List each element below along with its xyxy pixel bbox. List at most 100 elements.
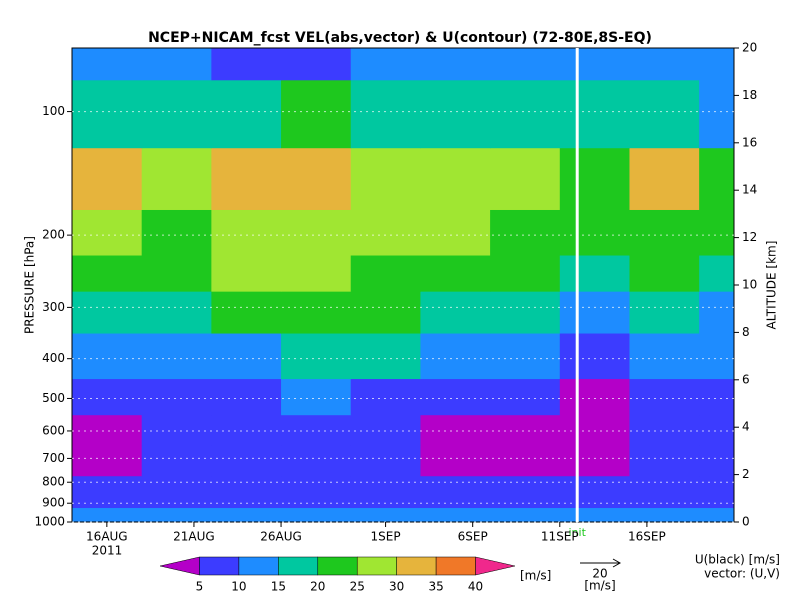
heatmap-cell	[141, 444, 212, 477]
colorbar-label: 40	[468, 580, 483, 594]
heatmap-cell	[629, 48, 700, 81]
heatmap-cell	[141, 48, 212, 81]
x-tick-label: 26AUG	[260, 530, 302, 544]
heatmap-cell	[559, 255, 630, 292]
colorbar-unit: [m/s]	[520, 569, 551, 583]
y-tick-label: 400	[42, 351, 65, 365]
y2-tick-label: 2	[742, 467, 750, 481]
heatmap-cell	[141, 147, 212, 210]
heatmap-cell	[72, 79, 143, 149]
heatmap-cell	[211, 475, 282, 509]
heatmap-cell	[629, 79, 700, 149]
heatmap-cell	[211, 414, 282, 446]
heatmap-cell	[490, 291, 561, 334]
legend-text: vector: (U,V)	[704, 567, 780, 581]
heatmap-cell	[72, 255, 143, 292]
y-axis-label: PRESSURE [hPa]	[23, 236, 37, 334]
heatmap-cell	[559, 147, 630, 210]
heatmap-cell	[559, 333, 630, 380]
heatmap-cell	[420, 378, 491, 416]
heatmap-cell	[490, 147, 561, 210]
y2-tick-label: 10	[742, 278, 757, 292]
colorbar-segment	[356, 556, 397, 576]
heatmap	[72, 48, 735, 523]
heatmap-cell	[420, 414, 491, 446]
heatmap-cell	[72, 444, 143, 477]
heatmap-cell	[699, 79, 735, 149]
heatmap-cell	[211, 507, 282, 523]
heatmap-cell	[141, 209, 212, 256]
colorbar-label: 15	[271, 580, 286, 594]
colorbar-segment	[317, 556, 358, 576]
y-tick-label: 700	[42, 451, 65, 465]
y-tick-label: 800	[42, 475, 65, 489]
heatmap-cell	[699, 414, 735, 446]
heatmap-cell	[350, 414, 421, 446]
heatmap-cell	[629, 209, 700, 256]
heatmap-cell	[490, 475, 561, 509]
heatmap-cell	[281, 255, 352, 292]
heatmap-cell	[629, 147, 700, 210]
heatmap-cell	[699, 378, 735, 416]
y-tick-label: 300	[42, 300, 65, 314]
heatmap-cell	[559, 48, 630, 81]
colorbar-label: 5	[196, 580, 204, 594]
heatmap-cell	[141, 255, 212, 292]
heatmap-cell	[72, 475, 143, 509]
heatmap-cell	[699, 48, 735, 81]
heatmap-cell	[559, 507, 630, 523]
heatmap-cell	[559, 444, 630, 477]
heatmap-cell	[350, 507, 421, 523]
heatmap-cell	[559, 378, 630, 416]
heatmap-cell	[281, 79, 352, 149]
vector-key-unit: [m/s]	[584, 579, 615, 593]
heatmap-cell	[72, 209, 143, 256]
heatmap-cell	[141, 475, 212, 509]
heatmap-cell	[699, 475, 735, 509]
heatmap-cell	[350, 444, 421, 477]
colorbar-segment	[475, 556, 516, 576]
y-tick-label: 900	[42, 496, 65, 510]
colorbar-label: 25	[350, 580, 365, 594]
y2-tick-label: 14	[742, 183, 757, 197]
heatmap-cell	[211, 378, 282, 416]
heatmap-cell	[699, 291, 735, 334]
heatmap-cell	[699, 333, 735, 380]
heatmap-cell	[420, 507, 491, 523]
heatmap-cell	[350, 147, 421, 210]
colorbar-label: 35	[428, 580, 443, 594]
vector-key-value: 20	[592, 567, 607, 581]
colorbar-label: 20	[310, 580, 325, 594]
heatmap-cell	[211, 48, 282, 81]
heatmap-cell	[211, 255, 282, 292]
heatmap-cell	[350, 209, 421, 256]
colorbar-segment	[159, 556, 200, 576]
y2-tick-label: 0	[742, 515, 750, 529]
y2-tick-label: 18	[742, 88, 757, 102]
heatmap-cell	[699, 209, 735, 256]
heatmap-cell	[141, 333, 212, 380]
heatmap-cell	[490, 444, 561, 477]
heatmap-cell	[281, 48, 352, 81]
heatmap-cell	[490, 378, 561, 416]
colorbar-label: 10	[231, 580, 246, 594]
heatmap-cell	[629, 291, 700, 334]
colorbar-segment	[238, 556, 279, 576]
legend-text: U(black) [m/s]	[695, 553, 780, 567]
colorbar-segment	[199, 556, 240, 576]
heatmap-cell	[211, 79, 282, 149]
heatmap-cell	[420, 209, 491, 256]
heatmap-cell	[629, 333, 700, 380]
x-tick-label: 11SEP	[541, 530, 579, 544]
colorbar-segment	[278, 556, 319, 576]
heatmap-cell	[490, 414, 561, 446]
heatmap-cell	[559, 475, 630, 509]
heatmap-cell	[420, 147, 491, 210]
y-tick-label: 500	[42, 391, 65, 405]
heatmap-cell	[629, 444, 700, 477]
heatmap-cell	[350, 378, 421, 416]
heatmap-cell	[490, 48, 561, 81]
heatmap-cell	[699, 147, 735, 210]
heatmap-cell	[490, 255, 561, 292]
